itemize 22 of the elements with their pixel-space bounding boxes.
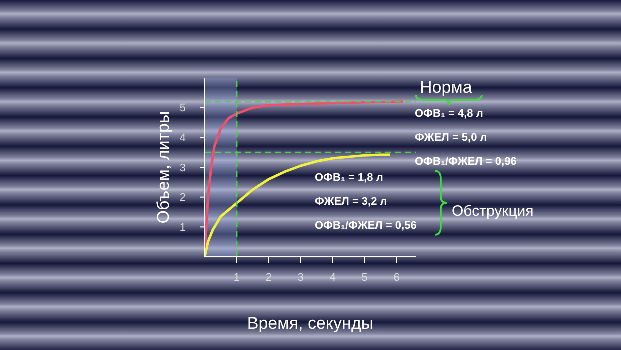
text: Обструкция (452, 203, 534, 220)
y-tick-label: 5 (180, 102, 186, 115)
y-tick-label: 3 (180, 162, 186, 174)
y-tick-label: 1 (180, 222, 186, 234)
annotation: ОФВ₁ = 1,8 л (315, 172, 384, 184)
annotation: ФЖЕЛ = 3,2 л (315, 196, 388, 208)
y-tick-label: 4 (180, 132, 186, 145)
text: Норма (420, 78, 472, 98)
x-tick-label: 5 (362, 272, 368, 284)
x-tick-label: 1 (234, 272, 240, 284)
x-tick-label: 4 (330, 272, 336, 284)
line-series (205, 154, 392, 257)
annotation: ОФВ₁/ФЖЕЛ = 0,56 (315, 220, 417, 232)
annotation: ФЖЕЛ = 5,0 л (415, 132, 488, 144)
x-axis-title: Время, секунды (247, 314, 374, 333)
x-tick-label: 6 (394, 272, 400, 284)
x-tick-label: 3 (298, 272, 304, 284)
y-tick-label: 2 (180, 192, 186, 204)
annotation: ОФВ₁/ФЖЕЛ = 0,96 (415, 156, 517, 168)
y-axis-title: Объем, литры (154, 111, 174, 224)
x-tick-label: 2 (266, 272, 272, 284)
annotation: ОФВ₁ = 4,8 л (415, 108, 484, 120)
